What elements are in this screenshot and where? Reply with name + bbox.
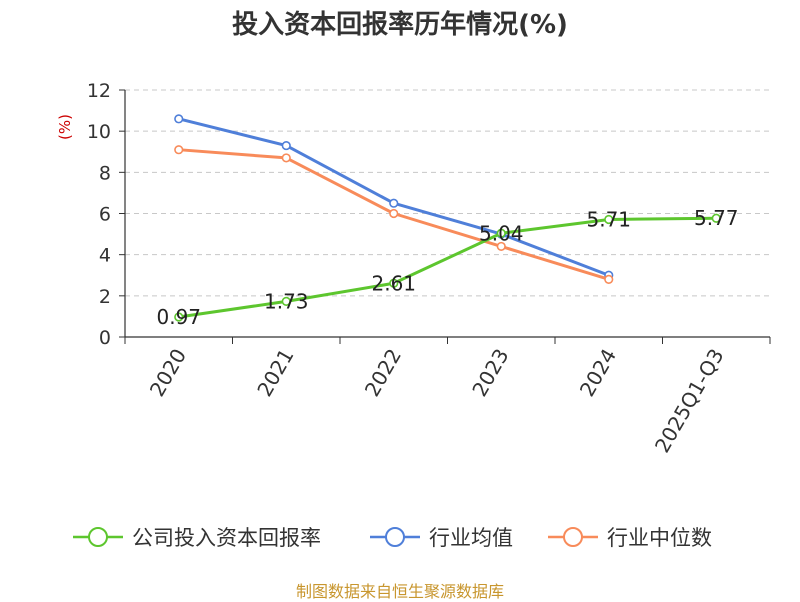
data-point — [281, 140, 291, 151]
data-label: 2.61 — [371, 271, 416, 295]
x-tick-label: 2022 — [360, 345, 406, 401]
data-point — [174, 114, 184, 124]
data-point — [496, 241, 506, 252]
axes: 0 2 4 6 8 10 12 (%) 2020 2021 2022 2023 2024 2025Q1-Q… — [56, 80, 771, 457]
data-point — [604, 274, 614, 284]
x-tick-label: 2021 — [252, 345, 298, 401]
x-tick-label: 2020 — [145, 345, 191, 401]
data-point — [389, 198, 399, 208]
data-point — [174, 312, 184, 322]
legend-marker — [385, 527, 405, 547]
y-tick-label: 6 — [99, 204, 111, 226]
data-label: 1.73 — [264, 289, 309, 313]
y-tick-label: 4 — [99, 245, 111, 267]
y-tick-label: 8 — [99, 162, 111, 184]
y-tick-label: 10 — [87, 121, 111, 143]
legend-label: 行业中位数 — [607, 526, 712, 550]
x-tick-label: 2024 — [575, 345, 621, 401]
data-label: 5.77 — [694, 206, 739, 230]
y-tick-label: 0 — [99, 327, 111, 349]
data-point — [281, 296, 291, 306]
y-axis-label: (%) — [56, 114, 74, 140]
data-point — [604, 214, 614, 225]
data-point — [496, 228, 506, 238]
series-line — [178, 216, 717, 319]
chart-title: 投入资本回报率历年情况(%) — [232, 10, 568, 40]
data-point — [174, 145, 184, 155]
legend: 公司投入资本回报率 行业均值 行业中位数 — [73, 526, 712, 550]
x-tick-label: 2025Q1-Q3 — [650, 345, 729, 457]
data-point — [711, 213, 721, 223]
series-line — [178, 117, 610, 277]
legend-marker — [563, 527, 583, 547]
series-layer — [174, 114, 721, 322]
legend-label: 公司投入资本回报率 — [132, 526, 321, 550]
legend-marker — [88, 527, 108, 547]
grid-lines — [125, 89, 770, 297]
legend-label: 行业均值 — [429, 526, 513, 550]
data-label: 5.04 — [479, 221, 524, 245]
y-tick-label: 2 — [99, 286, 111, 308]
data-label: 0.97 — [156, 305, 201, 329]
data-point — [389, 208, 399, 219]
data-point — [389, 278, 399, 288]
y-tick-label: 12 — [87, 80, 111, 102]
x-tick-label: 2023 — [467, 345, 513, 401]
data-source-note: 制图数据来自恒生聚源数据库 — [295, 582, 504, 601]
data-labels: 0.97 1.73 2.61 5.04 5.71 5.77 — [156, 206, 738, 329]
data-label: 5.71 — [586, 207, 631, 231]
data-point — [281, 153, 291, 163]
